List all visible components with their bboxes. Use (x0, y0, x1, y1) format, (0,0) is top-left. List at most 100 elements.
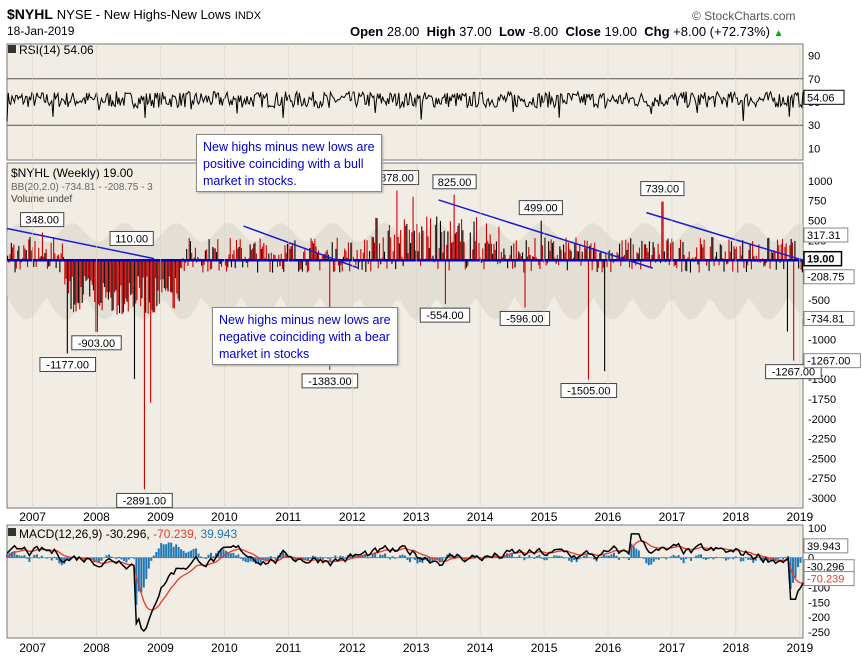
chart-title: $NYHL NYSE - New Highs-New Lows INDX (7, 6, 261, 22)
x-axis-year-label: 2012 (339, 510, 366, 524)
main-right-tag: -208.75 (807, 272, 844, 284)
peak-label: -1505.00 (567, 386, 610, 398)
macd-tick: 0 (808, 553, 814, 565)
low-label: Low (498, 24, 525, 39)
macd-right-tag: 39.943 (807, 541, 841, 553)
rsi-last-tag: 54.06 (807, 92, 835, 104)
peak-label: -1267.00 (772, 367, 815, 379)
macd-legend: MACD(12,26,9) -30.296, -70.239, 39.943 (19, 527, 237, 541)
high-value: 37.00 (459, 24, 492, 39)
macd-tick: 100 (808, 523, 826, 535)
rsi-tick-label: 10 (808, 143, 820, 155)
watermark: © StockCharts.com (692, 9, 796, 23)
peak-label-box (560, 383, 618, 399)
macd-legend-swatch (8, 528, 16, 536)
peak-label-box (518, 200, 563, 216)
main-right-tag: 317.31 (807, 230, 841, 242)
macd-histogram (6, 542, 804, 605)
peak-label: 825.00 (438, 177, 472, 189)
peak-label: 878.00 (380, 173, 414, 185)
peak-label: 348.00 (25, 215, 59, 227)
x-axis-year-label-bottom: 2018 (723, 641, 750, 655)
macd-tick: -200 (808, 612, 830, 624)
peak-label-box (39, 357, 97, 373)
bear-annotation-text: New highs minus new lows are negative co… (219, 313, 391, 361)
low-value: -8.00 (528, 24, 559, 39)
x-axis-year-label: 2009 (147, 510, 174, 524)
x-axis-year-label-bottom: 2016 (595, 641, 622, 655)
rsi-last-tag-box (803, 89, 845, 105)
peak-label-box (301, 373, 359, 389)
x-axis-year-label-bottom: 2011 (275, 641, 301, 655)
peak-label: -1383.00 (308, 376, 351, 388)
high-label: High (426, 24, 456, 39)
bollinger-band (7, 222, 803, 320)
x-axis-year-label-bottom: 2014 (467, 641, 494, 655)
x-axis-year-label: 2013 (403, 510, 430, 524)
x-axis-year-label: 2017 (659, 510, 686, 524)
rsi-tick-label: 70 (808, 74, 820, 86)
main-y-tick: -2000 (808, 414, 836, 426)
macd-tick: -250 (808, 627, 830, 639)
trend-line (243, 225, 359, 269)
main-y-tick: -1750 (808, 394, 836, 406)
main-right-tag-box (803, 269, 855, 285)
main-right-tag: -1267.00 (807, 356, 850, 368)
main-y-tick: -2750 (808, 473, 836, 485)
x-axis-year-label: 2010 (211, 510, 238, 524)
x-axis-year-label: 2008 (83, 510, 110, 524)
peak-label-box (419, 307, 471, 323)
x-axis-year-label: 2016 (595, 510, 622, 524)
x-axis-year-label: 2018 (723, 510, 750, 524)
chg-value: +8.00 (+72.73%) (673, 24, 771, 39)
open-label: Open (350, 24, 384, 39)
x-axis-year-label: 2019 (786, 510, 813, 524)
peak-label: -596.00 (506, 313, 543, 325)
macd-right-tag: -70.239 (807, 574, 844, 586)
bull-annotation: New highs minus new lows are positive co… (196, 134, 382, 192)
ohlc-bar: Open 28.00 High 37.00 Low -8.00 Close 19… (350, 24, 784, 39)
trend-line (438, 199, 653, 269)
rsi-tick-label: 90 (808, 51, 820, 63)
macd-tick: -150 (808, 597, 830, 609)
x-axis-year-label-bottom: 2012 (339, 641, 366, 655)
up-triangle-icon: ▲ (773, 28, 784, 39)
main-legend-bb: BB(20,2.0) -734.81 - -208.75 - 3 (11, 182, 153, 193)
main-y-tick: -500 (808, 295, 830, 307)
x-axis-year-label-bottom: 2007 (19, 641, 46, 655)
macd-line (6, 533, 804, 633)
main-y-tick: -2250 (808, 434, 836, 446)
exchange-desc: NYSE - New Highs-New Lows (56, 7, 231, 22)
bear-annotation: New highs minus new lows are negative co… (212, 307, 398, 365)
x-axis-year-label: 2011 (275, 510, 301, 524)
trend-line (646, 211, 804, 261)
main-y-tick: -2500 (808, 453, 836, 465)
rsi-line (6, 90, 804, 122)
main-panel (6, 162, 804, 509)
chg-label: Chg (644, 24, 670, 39)
x-axis-year-label-bottom: 2019 (786, 641, 813, 655)
x-axis-year-label-bottom: 2017 (659, 641, 686, 655)
rsi-label: RSI(14) 54.06 (19, 43, 94, 57)
main-legend-title: $NYHL (Weekly) 19.00 (11, 166, 133, 180)
rsi-panel (6, 43, 804, 161)
peak-label: 739.00 (646, 184, 680, 196)
main-legend-volume: Volume undef (11, 194, 72, 205)
peak-label: -554.00 (426, 310, 463, 322)
peak-label: 499.00 (524, 203, 558, 215)
main-right-tag-box (803, 227, 849, 243)
x-axis-year-label-bottom: 2008 (83, 641, 110, 655)
index-tag: INDX (234, 10, 262, 22)
main-right-tag-box (803, 250, 843, 267)
peak-label-box (109, 230, 154, 246)
x-axis-year-label: 2007 (19, 510, 46, 524)
peak-label: -1177.00 (46, 360, 89, 372)
peak-label-box (116, 492, 173, 508)
close-value: 19.00 (604, 24, 638, 39)
macd-right-tag: -30.296 (807, 562, 844, 574)
x-axis-year-label: 2014 (467, 510, 494, 524)
open-value: 28.00 (386, 24, 420, 39)
peak-label: 110.00 (115, 233, 148, 245)
close-label: Close (565, 24, 601, 39)
